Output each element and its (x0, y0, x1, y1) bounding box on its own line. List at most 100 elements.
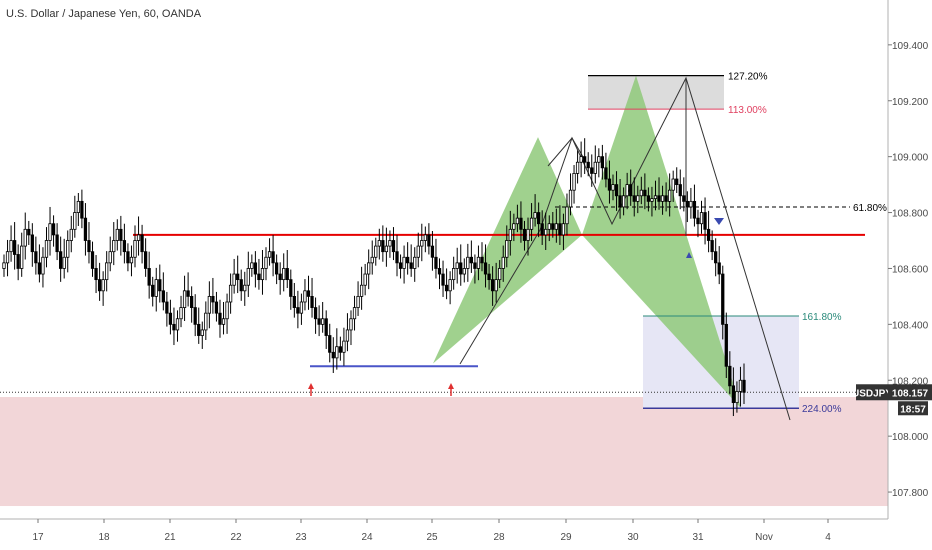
candle-body (182, 290, 187, 308)
candle-body (540, 223, 544, 236)
candle-body (34, 251, 38, 264)
candle-body (621, 195, 626, 208)
candle-body (381, 240, 385, 253)
candle-body (296, 307, 300, 314)
candle-body (448, 279, 452, 292)
candle-body (678, 184, 682, 197)
up-triangle-marker (686, 252, 692, 258)
candle-body (685, 200, 689, 208)
candle-body (193, 307, 197, 325)
candle-body (462, 268, 466, 275)
fib-1618-label: 161.80% (802, 312, 842, 323)
candle-body (416, 245, 420, 258)
candle-body (512, 223, 516, 230)
candle-body (515, 217, 520, 225)
candle-body (533, 212, 537, 219)
candle-body (267, 251, 272, 258)
candle-body (494, 279, 498, 292)
candle-body (632, 195, 636, 202)
candle-body (119, 228, 123, 241)
candle-body (600, 156, 605, 169)
x-tick-label: 21 (164, 532, 176, 543)
candle-body (5, 251, 10, 264)
candle-body (62, 256, 66, 269)
candle-body (204, 312, 208, 331)
candle-body (483, 262, 488, 275)
candle-body (324, 318, 328, 336)
candle-body (97, 279, 102, 292)
candle-body (537, 212, 541, 225)
candle-body (345, 329, 350, 342)
candle-body (179, 307, 183, 320)
candle-body (55, 234, 59, 253)
candle-body (349, 318, 353, 331)
candle-body (218, 312, 222, 325)
candle-body (738, 379, 743, 392)
candle-body (664, 195, 668, 202)
candle-body (225, 301, 229, 320)
candle-body (480, 256, 484, 264)
candle-body (9, 240, 13, 253)
candle-body (639, 189, 643, 197)
candle-body (490, 279, 495, 292)
candle-body (48, 223, 52, 241)
x-tick-label: 4 (825, 532, 831, 543)
candle-body (108, 251, 112, 264)
candle-body (682, 195, 686, 202)
candle-body (342, 340, 346, 353)
candle-body (313, 307, 318, 320)
candle-body (505, 240, 509, 258)
candle-body (402, 256, 406, 269)
x-tick-label: 28 (493, 532, 505, 543)
candle-body (466, 256, 470, 269)
y-tick-label: 108.200 (892, 376, 929, 387)
symbol-tag-text: USDJPY (852, 388, 892, 399)
countdown-tag (898, 401, 928, 416)
pattern-bcd-triangle (582, 75, 741, 409)
candle-body (133, 240, 137, 258)
arrow-up-head-icon (308, 383, 314, 389)
candle-body (73, 212, 77, 230)
candle-body (126, 251, 130, 264)
y-tick-label: 109.000 (892, 153, 929, 164)
candle-body (282, 268, 286, 281)
candle-body (207, 295, 211, 314)
candle-body (519, 217, 523, 230)
candle-body (437, 268, 442, 275)
candle-body (168, 312, 173, 325)
candle-body (742, 379, 746, 393)
price-tag-text: 108.157 (892, 388, 929, 399)
fib-224-label: 224.00% (802, 404, 842, 415)
candle-body (260, 268, 265, 281)
candle-body (586, 161, 590, 169)
candle-body (441, 273, 445, 286)
candle-body (721, 273, 725, 325)
candle-body (710, 240, 714, 253)
candle-body (143, 251, 148, 269)
candle-body (459, 262, 463, 275)
candle-body (359, 284, 364, 297)
candle-body (321, 318, 325, 325)
candle-body (253, 262, 258, 275)
candle-body (285, 268, 289, 281)
x-tick-label: 17 (32, 532, 44, 543)
symbol-tag (856, 384, 888, 401)
candle-body (289, 279, 293, 297)
candle-body (398, 262, 403, 269)
candle-body (221, 318, 226, 325)
candle-body (158, 279, 162, 292)
candle-body (122, 240, 127, 253)
candle-body (597, 156, 601, 163)
candle-body (271, 251, 275, 264)
countdown-text: 18:57 (900, 404, 926, 415)
x-tick-label: 30 (627, 532, 639, 543)
candle-body (434, 256, 438, 269)
candle-body (653, 195, 658, 199)
candle-body (413, 256, 417, 269)
candle-body (568, 189, 573, 208)
x-tick-label: 22 (230, 532, 242, 543)
y-tick-label: 108.800 (892, 209, 929, 220)
candle-body (264, 256, 268, 269)
